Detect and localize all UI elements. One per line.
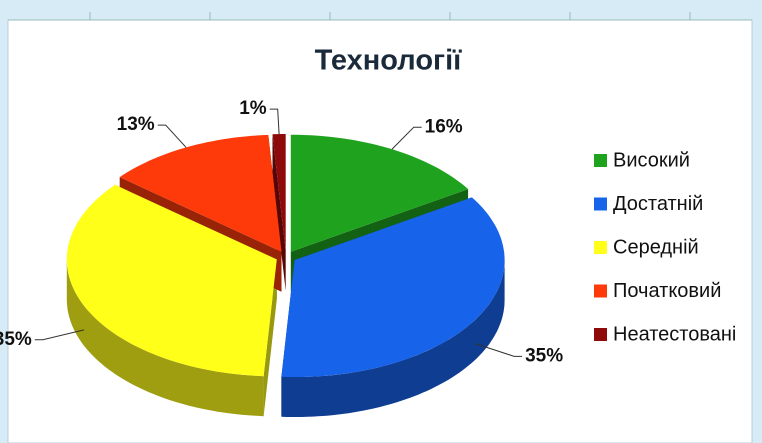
data-label: 35%	[525, 345, 563, 366]
legend-label: Неатестовані	[613, 323, 736, 345]
leader-line	[269, 108, 280, 135]
slice	[66, 184, 277, 377]
data-label: 1%	[239, 98, 267, 119]
legend-label: Достатній	[613, 193, 703, 215]
leader-line	[391, 126, 422, 150]
slice	[119, 134, 282, 252]
slice-side	[66, 259, 264, 417]
legend-swatch	[594, 284, 607, 298]
legend-label: Початковий	[613, 280, 721, 302]
slice-cut-face	[272, 134, 286, 291]
leader-line	[157, 124, 187, 148]
ruler	[8, 12, 752, 21]
chart-title: Технології	[315, 45, 463, 77]
slice	[290, 134, 469, 252]
legend-swatch	[594, 328, 607, 341]
legend-label: Середній	[613, 236, 699, 258]
slice-cut-face	[263, 259, 277, 417]
slice-side	[281, 260, 505, 417]
legend-swatch	[594, 154, 607, 167]
data-label: 16%	[425, 116, 463, 137]
data-label: 13%	[117, 114, 155, 135]
leader-line	[475, 343, 523, 357]
legend-swatch	[594, 241, 607, 254]
slice	[281, 197, 505, 377]
leader-line	[34, 329, 85, 341]
slice	[272, 134, 286, 251]
data-label: 35%	[0, 329, 32, 350]
legend-swatch	[594, 197, 607, 211]
legend-label: Високий	[613, 149, 690, 171]
